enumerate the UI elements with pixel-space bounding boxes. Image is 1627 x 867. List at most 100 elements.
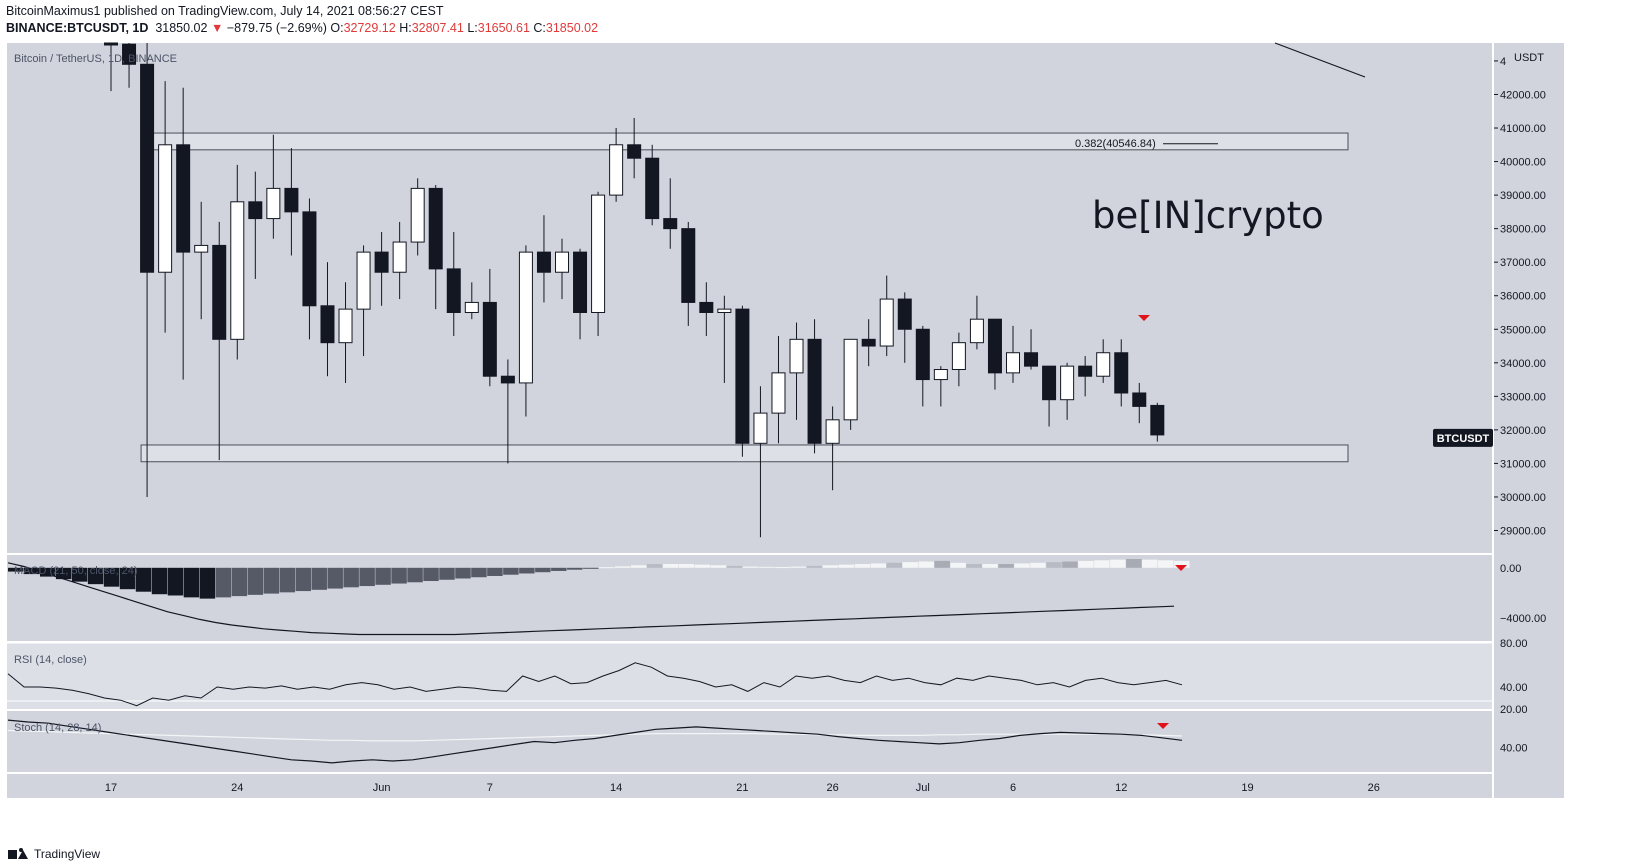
candle[interactable] xyxy=(1024,329,1039,370)
candle[interactable] xyxy=(555,238,569,300)
price-tick: 4 xyxy=(1500,56,1506,68)
candle[interactable] xyxy=(1042,365,1057,427)
candle[interactable] xyxy=(428,185,443,310)
candle[interactable] xyxy=(356,245,371,357)
close-label: C: xyxy=(533,21,546,35)
price-axis[interactable] xyxy=(1494,43,1564,798)
candle[interactable] xyxy=(951,332,966,387)
zone-resistance[interactable] xyxy=(140,132,1349,151)
macd-bar xyxy=(934,560,950,568)
candle[interactable] xyxy=(158,81,173,333)
candle[interactable] xyxy=(230,164,245,360)
macd-bar xyxy=(1078,560,1094,568)
candle[interactable] xyxy=(933,366,948,407)
candle[interactable] xyxy=(176,87,191,380)
candle[interactable] xyxy=(897,292,912,363)
candle[interactable] xyxy=(753,386,768,538)
macd-bar xyxy=(758,566,775,568)
macd-bar xyxy=(982,564,998,568)
macd-bar xyxy=(1110,559,1126,568)
macd-bar xyxy=(8,567,24,572)
down-arrow-icon: ▼ xyxy=(210,21,224,35)
published-text: published on TradingView.com, July 14, 2… xyxy=(100,4,444,18)
macd-bar xyxy=(902,562,918,568)
macd-bar xyxy=(167,567,184,596)
price-tick: 37000.00 xyxy=(1500,257,1546,269)
candle[interactable] xyxy=(717,295,732,383)
candle[interactable] xyxy=(843,338,858,430)
candle[interactable] xyxy=(789,322,804,420)
trend-line[interactable] xyxy=(1274,42,1366,78)
price-pane[interactable] xyxy=(7,43,1492,553)
candle[interactable] xyxy=(518,245,533,417)
candle[interactable] xyxy=(446,231,461,336)
candle[interactable] xyxy=(663,178,678,249)
candle[interactable] xyxy=(609,128,624,202)
last-price: 31850.02 xyxy=(155,21,208,35)
candle[interactable] xyxy=(573,248,588,340)
candle[interactable] xyxy=(645,144,660,226)
candle[interactable] xyxy=(1150,402,1165,442)
candle[interactable] xyxy=(500,359,515,464)
candle[interactable] xyxy=(1060,362,1075,420)
time-tick: 12 xyxy=(1115,782,1127,794)
macd-bar xyxy=(599,567,615,569)
candle[interactable] xyxy=(825,406,840,491)
time-tick: 17 xyxy=(105,782,117,794)
symbol-label: BINANCE:BTCUSDT, 1D xyxy=(6,21,149,35)
chart-title: Bitcoin / TetherUS, 1D, BINANCE xyxy=(14,53,177,65)
candle[interactable] xyxy=(410,178,425,256)
candle[interactable] xyxy=(284,148,299,256)
candle[interactable] xyxy=(591,191,606,336)
candle[interactable] xyxy=(699,282,714,336)
candle[interactable] xyxy=(320,262,335,377)
currency-label: USDT xyxy=(1514,52,1544,64)
macd-bar xyxy=(838,564,855,568)
candle[interactable] xyxy=(1132,382,1147,424)
macd-bar xyxy=(1014,563,1030,568)
candle[interactable] xyxy=(248,171,263,279)
zone-support[interactable] xyxy=(140,444,1349,463)
price-tick: 30000.00 xyxy=(1500,492,1546,504)
time-axis[interactable] xyxy=(7,774,1492,798)
candle[interactable] xyxy=(536,215,551,303)
candle[interactable] xyxy=(969,295,984,350)
candle[interactable] xyxy=(104,42,118,92)
candle[interactable] xyxy=(266,134,281,239)
stoch-d-line xyxy=(7,729,1183,742)
candle[interactable] xyxy=(771,335,786,444)
stoch-pane[interactable] xyxy=(7,711,1492,772)
candle[interactable] xyxy=(1006,325,1020,383)
candle[interactable] xyxy=(482,268,497,387)
candle[interactable] xyxy=(338,282,353,383)
candle[interactable] xyxy=(302,198,317,340)
candle[interactable] xyxy=(879,275,894,357)
macd-tick: −4000.00 xyxy=(1500,613,1546,625)
candle[interactable] xyxy=(212,221,227,461)
publisher-name[interactable]: BitcoinMaximus1 xyxy=(6,4,101,18)
candle[interactable] xyxy=(861,319,876,367)
candle[interactable] xyxy=(464,282,479,320)
candle[interactable] xyxy=(194,201,209,320)
candle[interactable] xyxy=(987,318,1002,390)
price-tick: 36000.00 xyxy=(1500,291,1546,303)
candle[interactable] xyxy=(140,43,155,497)
candle[interactable] xyxy=(392,221,407,300)
macd-bar xyxy=(71,567,88,582)
candle[interactable] xyxy=(1096,339,1111,383)
candle[interactable] xyxy=(1114,339,1129,407)
candle[interactable] xyxy=(915,325,930,407)
candle[interactable] xyxy=(681,221,696,326)
macd-bar xyxy=(774,567,791,569)
candle[interactable] xyxy=(374,231,389,306)
footer-brand[interactable]: TradingView xyxy=(34,847,101,861)
candle[interactable] xyxy=(807,319,822,454)
candle[interactable] xyxy=(122,43,137,88)
macd-bar xyxy=(806,565,823,568)
time-tick: 14 xyxy=(610,782,622,794)
candle[interactable] xyxy=(735,305,750,457)
macd-bar xyxy=(567,567,583,570)
candle[interactable] xyxy=(627,117,642,179)
candle[interactable] xyxy=(1078,356,1093,397)
